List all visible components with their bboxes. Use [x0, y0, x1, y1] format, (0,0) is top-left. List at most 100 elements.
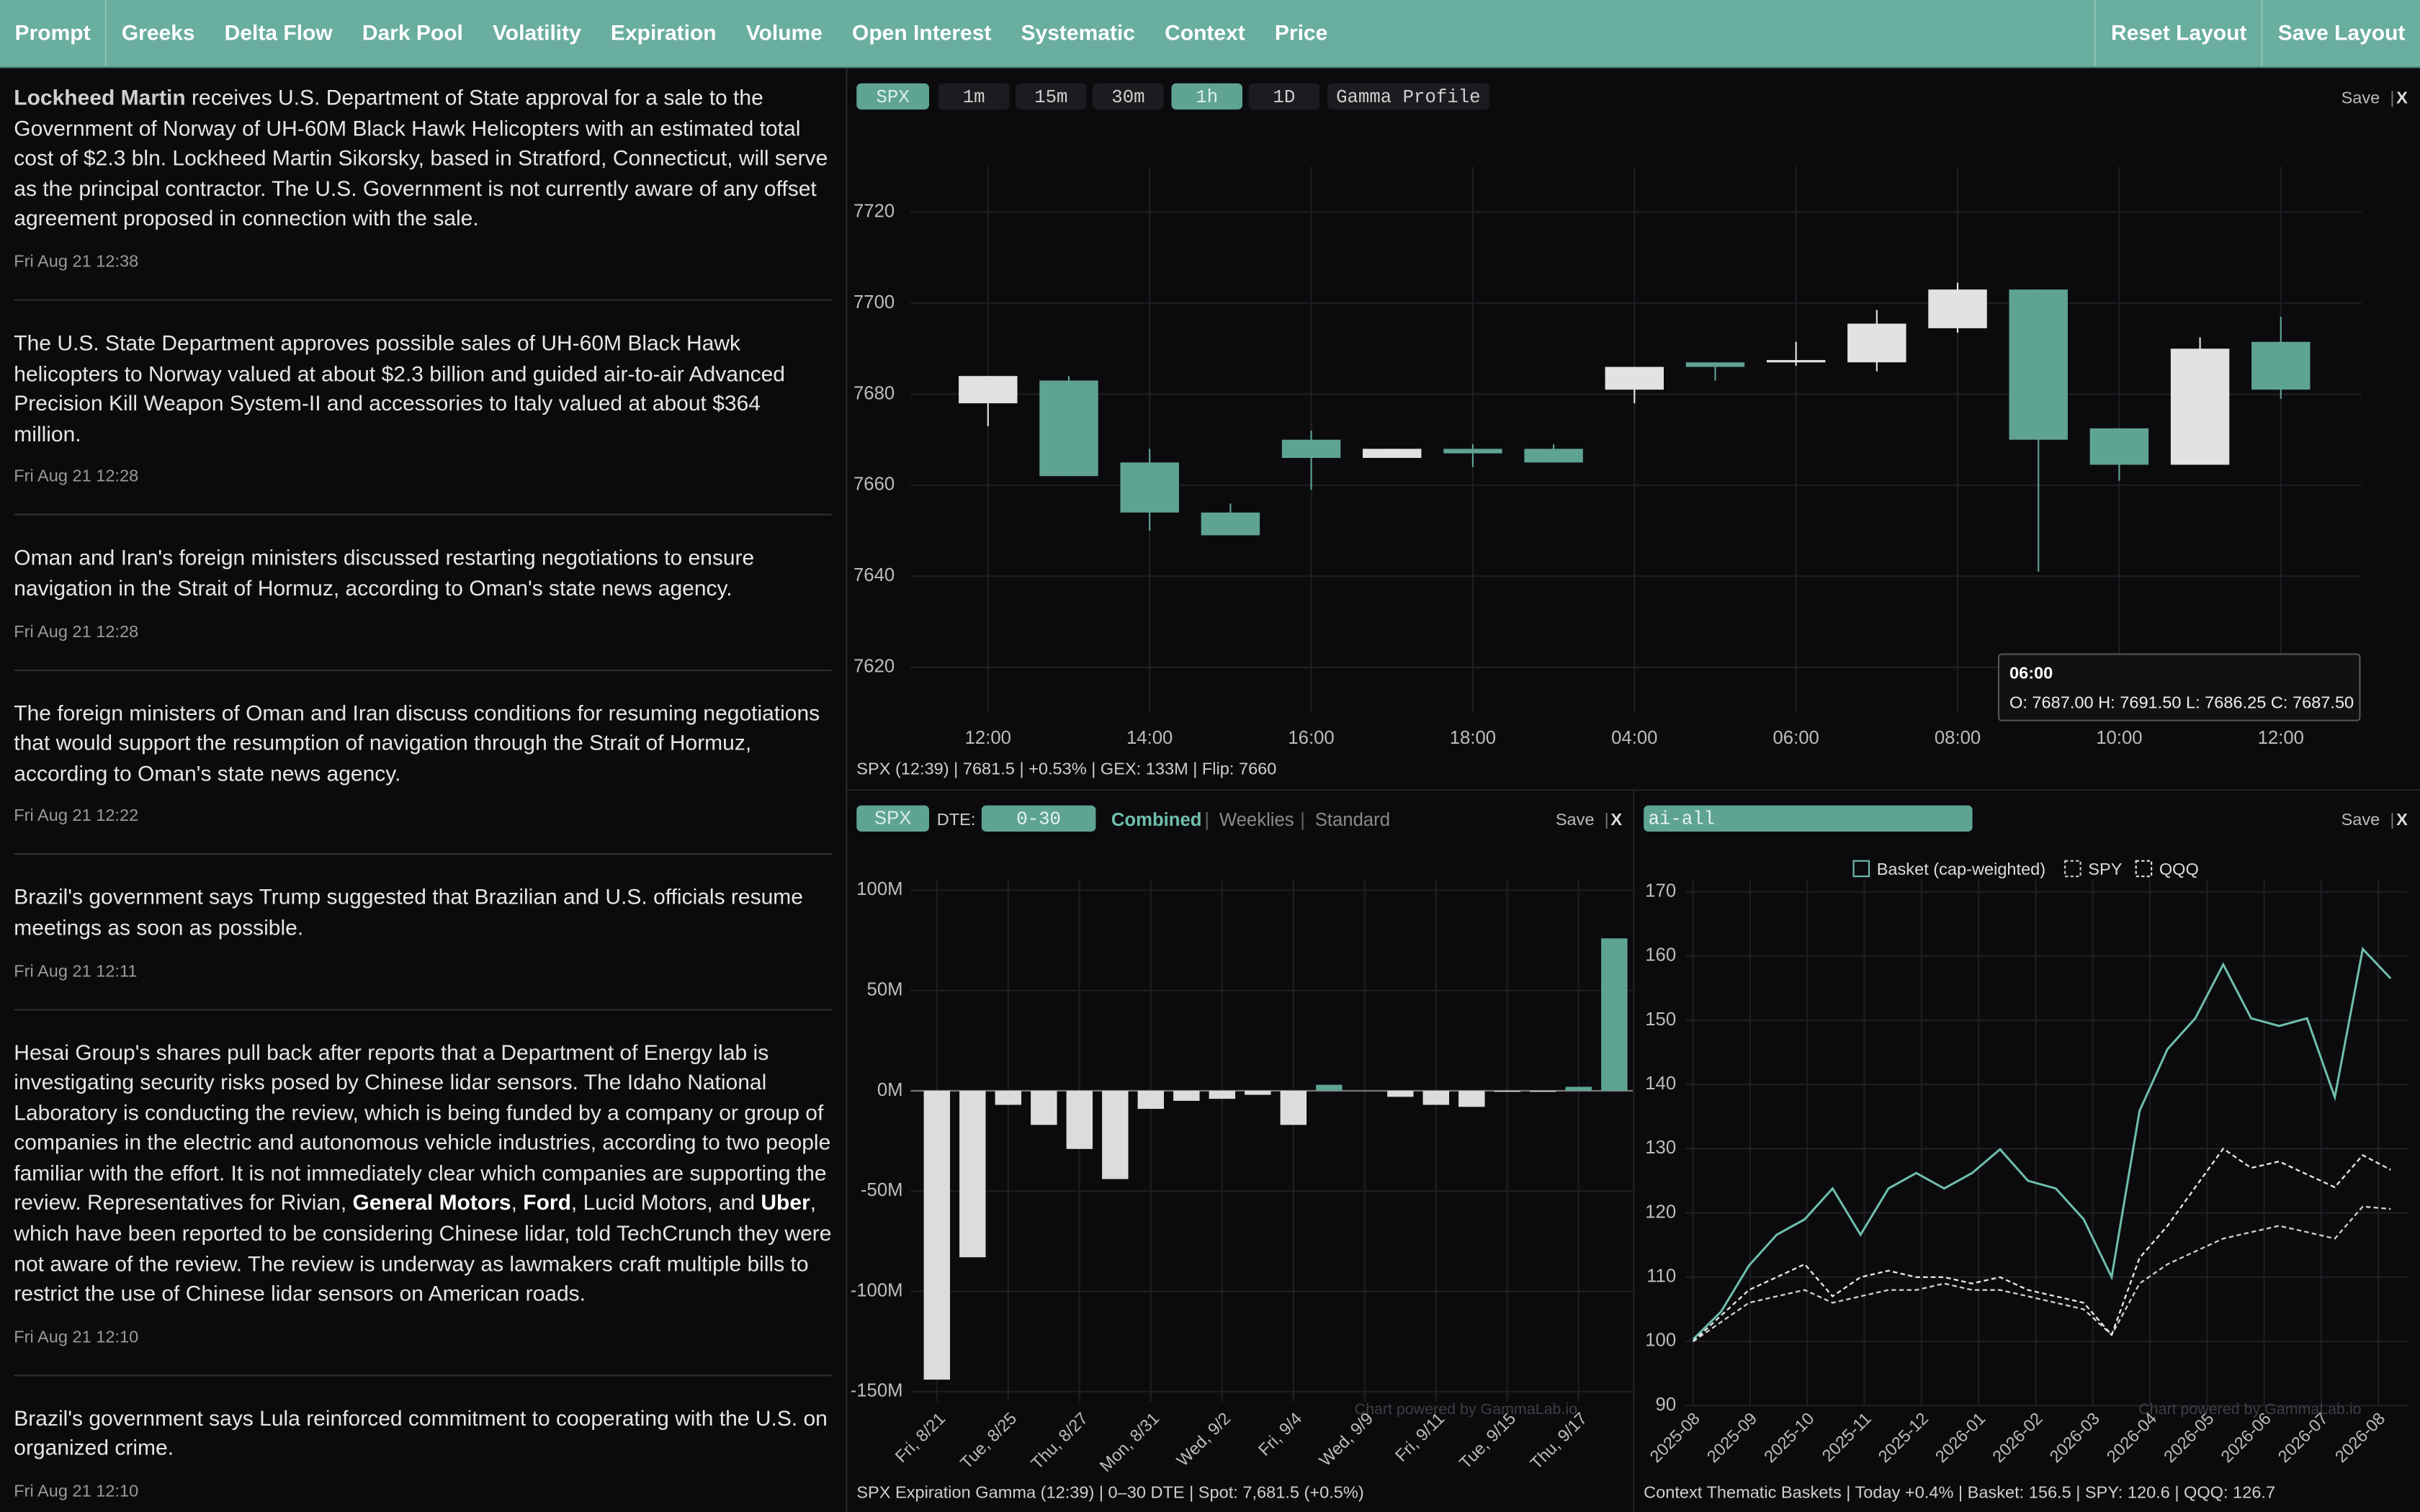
nav-tab[interactable]: Expiration	[610, 19, 717, 45]
news-item: The foreign ministers of Oman and Iran d…	[14, 670, 832, 855]
toolbar-button[interactable]	[938, 83, 1010, 110]
y-tick-label: 90	[1656, 1395, 1677, 1415]
nav-action[interactable]: Reset Layout	[2094, 0, 2262, 67]
bar	[1209, 1091, 1236, 1099]
series-line	[1692, 1147, 2391, 1342]
mode-toggle[interactable]: Weeklies	[1219, 810, 1294, 830]
x-tick-label: 16:00	[1288, 728, 1334, 748]
symbol-button[interactable]	[856, 805, 929, 832]
save-button[interactable]: Save	[1556, 810, 1595, 829]
bar	[1137, 1091, 1165, 1110]
x-tick-label: 2025-10	[1760, 1409, 1818, 1467]
mode-toggle[interactable]: Standard	[1315, 810, 1390, 830]
save-button[interactable]: Save	[2341, 88, 2380, 107]
series-line	[1693, 1205, 2391, 1342]
toolbar-button[interactable]	[1248, 83, 1320, 110]
nav-tab[interactable]: Greeks	[121, 19, 195, 45]
y-tick-label: 50M	[867, 980, 903, 1000]
nav-tab[interactable]: Volatility	[493, 19, 581, 45]
y-tick-label: 100M	[856, 879, 902, 899]
news-text: Lockheed Martin receives U.S. Department…	[14, 84, 832, 235]
search-input[interactable]	[1644, 805, 1973, 832]
bar	[923, 1091, 951, 1380]
x-tick-label: Mon, 8/31	[1096, 1409, 1162, 1475]
top-nav: Prompt Greeks Delta Flow Dark Pool Volatilit…	[0, 0, 2420, 68]
news-span: Brazil's government says Trump suggested…	[14, 884, 803, 940]
toolbar-button-label[interactable]: 15m	[1034, 87, 1067, 108]
save-button[interactable]: Save	[2341, 810, 2380, 829]
candle-body	[2089, 428, 2149, 465]
dte-input[interactable]	[981, 805, 1096, 832]
candle-body	[959, 376, 1018, 404]
nav-tab[interactable]: Prompt	[0, 0, 107, 67]
search-text[interactable]: ai-all	[1649, 809, 1716, 830]
mode-toggle[interactable]: Combined	[1111, 810, 1202, 830]
x-tick-label: 08:00	[1935, 728, 1981, 748]
legend-label: Basket (cap-weighted)	[1877, 860, 2045, 878]
news-text: Hesai Group's shares pull back after rep…	[14, 1038, 832, 1310]
toolbar-button-label[interactable]: 30m	[1111, 87, 1144, 108]
dte-value[interactable]: 0-30	[1016, 809, 1061, 830]
toolbar-button[interactable]	[1016, 83, 1087, 110]
toolbar-button[interactable]	[1171, 83, 1242, 110]
news-text: Oman and Iran's foreign ministers discus…	[14, 544, 832, 604]
nav-tab[interactable]: Volume	[745, 19, 823, 45]
nav-tab[interactable]: Price	[1274, 19, 1328, 45]
nav-action[interactable]: Save Layout	[2261, 0, 2420, 67]
candle-body	[2009, 289, 2068, 440]
separator: |	[1605, 810, 1609, 829]
bar	[1422, 1091, 1450, 1105]
x-tick-label: Fri, 9/4	[1255, 1409, 1305, 1459]
nav-tab[interactable]: Systematic	[1021, 19, 1135, 45]
toolbar-button[interactable]	[856, 83, 929, 110]
news-time: Fri Aug 21 12:10	[14, 1328, 139, 1347]
toolbar-button-label[interactable]: 1m	[963, 87, 985, 108]
x-tick-label: 12:00	[2258, 728, 2304, 748]
x-tick-label: 2026-02	[1989, 1409, 2046, 1467]
separator: |	[1204, 810, 1209, 830]
y-tick-label: 140	[1645, 1074, 1676, 1094]
news-text: The foreign ministers of Oman and Iran d…	[14, 698, 832, 789]
close-button[interactable]: X	[2396, 88, 2408, 107]
symbol-label[interactable]: SPX	[874, 809, 911, 829]
close-button[interactable]: X	[2396, 810, 2408, 829]
x-tick-label: 2026-01	[1932, 1409, 1989, 1467]
bar	[1066, 1091, 1093, 1149]
candle-body	[1928, 289, 1987, 328]
toolbar-button-label[interactable]: Gamma Profile	[1336, 87, 1481, 108]
legend-label: SPY	[2088, 860, 2122, 878]
candle-body	[1281, 439, 1341, 458]
toolbar-button-label[interactable]: SPX	[877, 87, 910, 108]
legend-swatch	[2135, 860, 2153, 878]
news-time: Fri Aug 21 12:28	[14, 622, 139, 642]
y-tick-label: 120	[1645, 1202, 1676, 1222]
candle-body	[1524, 449, 1583, 463]
close-button[interactable]: X	[1610, 810, 1622, 829]
toolbar-button-label[interactable]: 1h	[1196, 87, 1218, 108]
y-tick-label: 110	[1646, 1266, 1676, 1287]
news-text: The U.S. State Department approves possi…	[14, 328, 832, 449]
y-tick-label: -100M	[851, 1280, 903, 1300]
news-time: Fri Aug 21 12:11	[14, 962, 138, 981]
news-span: , Lucid Motors, and	[570, 1190, 761, 1215]
y-tick-label: -150M	[851, 1381, 903, 1401]
toolbar-button[interactable]	[1093, 83, 1164, 110]
nav-actions: Reset Layout Save Layout	[2094, 0, 2420, 67]
bar	[1173, 1091, 1200, 1101]
bar	[1565, 1086, 1592, 1091]
news-text: Brazil's government says Trump suggested…	[14, 883, 832, 943]
y-tick-label: 7700	[853, 292, 895, 312]
toolbar-button[interactable]	[1327, 83, 1489, 110]
toolbar-button-label[interactable]: 1D	[1273, 87, 1295, 108]
bar	[1530, 1091, 1556, 1092]
x-tick-label: 2025-12	[1875, 1409, 1932, 1467]
bar	[1280, 1091, 1307, 1125]
nav-tab[interactable]: Open Interest	[852, 19, 992, 45]
legend-swatch	[1852, 860, 1870, 878]
series-line	[1692, 946, 2392, 1341]
nav-tab[interactable]: Dark Pool	[362, 19, 463, 45]
nav-tab[interactable]: Context	[1165, 19, 1245, 45]
bar	[1316, 1084, 1343, 1091]
nav-tab[interactable]: Delta Flow	[224, 19, 333, 45]
